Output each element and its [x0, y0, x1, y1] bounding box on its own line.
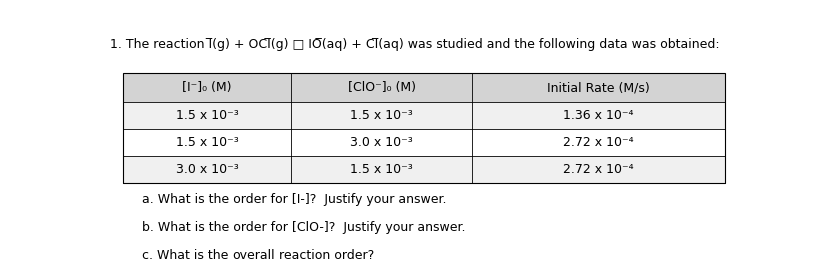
Text: 1.5 x 10⁻³: 1.5 x 10⁻³ [351, 163, 413, 176]
Text: 3.0 x 10⁻³: 3.0 x 10⁻³ [175, 163, 238, 176]
Bar [122, 73, 725, 102]
Bar [122, 73, 725, 183]
Bar [122, 102, 725, 129]
Text: 2.72 x 10⁻⁴: 2.72 x 10⁻⁴ [563, 136, 633, 149]
Text: 1.5 x 10⁻³: 1.5 x 10⁻³ [175, 109, 238, 122]
Text: overall: overall [232, 249, 275, 262]
Text: 1.5 x 10⁻³: 1.5 x 10⁻³ [175, 136, 238, 149]
Text: [ClO⁻]₀ (M): [ClO⁻]₀ (M) [347, 81, 416, 94]
Text: [I⁻]₀ (M): [I⁻]₀ (M) [182, 81, 232, 94]
Text: 3.0 x 10⁻³: 3.0 x 10⁻³ [351, 136, 413, 149]
Text: 1. The reaction I̅(g) + OCI̅(g) □ IO̅(aq) + CI̅(aq) was studied and the followin: 1. The reaction I̅(g) + OCI̅(g) □ IO̅(aq… [110, 38, 719, 51]
Text: b. What is the order for [ClO-]?  Justify your answer.: b. What is the order for [ClO-]? Justify… [142, 221, 466, 234]
Text: 1.5 x 10⁻³: 1.5 x 10⁻³ [351, 109, 413, 122]
Text: c. What is the: c. What is the [142, 249, 232, 262]
Text: Initial Rate (M/s): Initial Rate (M/s) [547, 81, 650, 94]
Text: 2.72 x 10⁻⁴: 2.72 x 10⁻⁴ [563, 163, 633, 176]
Bar [122, 156, 725, 183]
Text: reaction order?: reaction order? [275, 249, 374, 262]
Bar [122, 129, 725, 156]
Text: 1.36 x 10⁻⁴: 1.36 x 10⁻⁴ [563, 109, 633, 122]
Text: a. What is the order for [I-]?  Justify your answer.: a. What is the order for [I-]? Justify y… [142, 193, 447, 206]
